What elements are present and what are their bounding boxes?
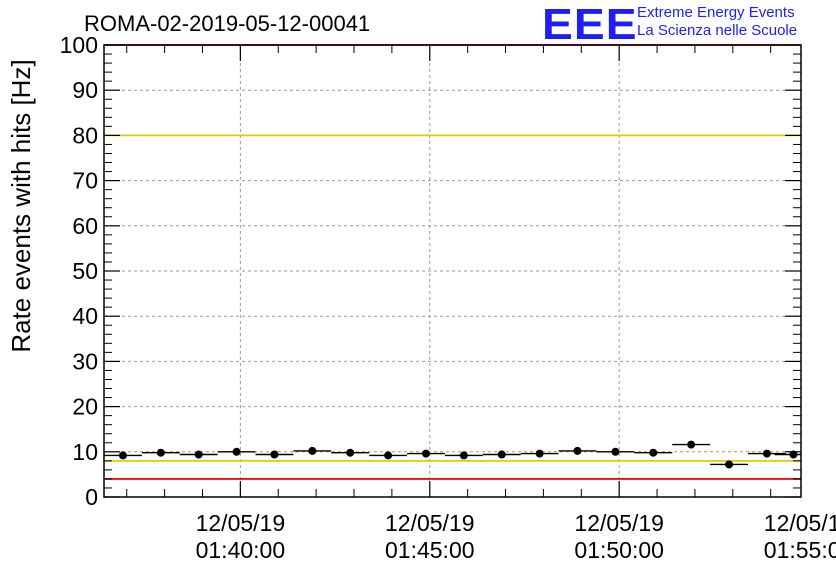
data-points	[104, 440, 801, 469]
data-point	[649, 448, 658, 457]
data-point	[232, 447, 241, 456]
data-point	[346, 448, 355, 457]
data-point	[459, 451, 468, 460]
axis-ticks	[104, 44, 801, 498]
chart-title: ROMA-02-2019-05-12-00041	[84, 11, 371, 36]
y-tick-label: 0	[85, 484, 98, 510]
logo-line-2: La Scienza nelle Scuole	[637, 22, 798, 39]
x-tick-time: 01:40:00	[196, 537, 286, 563]
reference-lines	[104, 44, 801, 480]
y-tick-label: 40	[72, 303, 98, 329]
data-point	[421, 449, 430, 458]
x-tick-time: 01:50:00	[574, 537, 664, 563]
data-point	[308, 446, 317, 455]
x-tick-labels: 12/05/1901:40:0012/05/1901:45:0012/05/19…	[196, 510, 836, 563]
data-point	[535, 449, 544, 458]
y-tick-label: 20	[72, 394, 98, 420]
data-point	[762, 449, 771, 458]
eee-logo-mark: EEE	[542, 0, 638, 49]
y-tick-label: 80	[72, 122, 98, 148]
y-tick-label: 100	[60, 32, 98, 58]
y-tick-label: 90	[72, 77, 98, 103]
x-tick-date: 12/05/19	[196, 510, 286, 536]
y-tick-label: 60	[72, 213, 98, 239]
x-tick-time: 01:45:00	[385, 537, 475, 563]
data-point	[384, 451, 393, 460]
x-tick-date: 12/05/19	[574, 510, 664, 536]
y-tick-label: 50	[72, 258, 98, 284]
data-point	[156, 448, 165, 457]
data-point	[270, 450, 279, 459]
y-tick-labels: 0 10 20 30 40 50 60 70 80 90 100	[60, 32, 98, 510]
data-point	[725, 460, 734, 469]
y-tick-label: 30	[72, 348, 98, 374]
grid-lines	[104, 45, 801, 497]
eee-logo-text: Extreme Energy Events La Scienza nelle S…	[637, 4, 797, 40]
y-axis-label: Rate events with hits [Hz]	[6, 59, 36, 352]
data-point	[118, 451, 127, 460]
data-point	[687, 440, 696, 449]
data-point	[497, 450, 506, 459]
x-tick-date: 12/05/19	[764, 510, 836, 536]
data-point	[194, 450, 203, 459]
x-tick-date: 12/05/19	[385, 510, 475, 536]
y-tick-label: 10	[72, 439, 98, 465]
data-point	[573, 446, 582, 455]
data-point	[789, 450, 798, 459]
y-tick-label: 70	[72, 168, 98, 194]
x-tick-time: 01:55:00	[764, 537, 836, 563]
data-point	[611, 447, 620, 456]
logo-line-1: Extreme Energy Events	[637, 4, 795, 21]
